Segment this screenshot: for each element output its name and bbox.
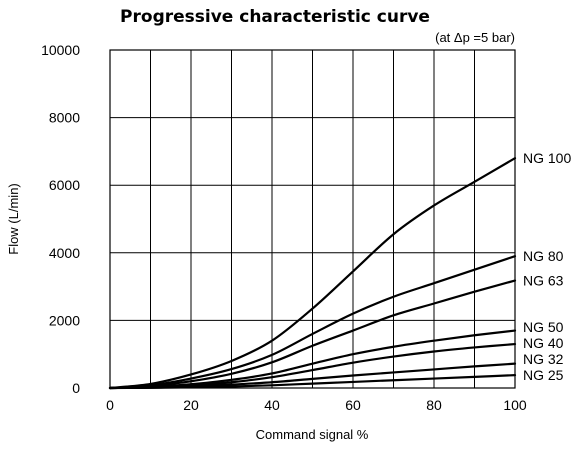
- plot-frame: [109, 49, 516, 389]
- y-axis-label: Flow (L/min): [6, 183, 21, 255]
- series-line: [108, 255, 517, 390]
- axis-ticks: 0 20 40 60 80 100 0 2000 4000 6000 8000 10000: [41, 42, 527, 413]
- x-axis-label: Command signal %: [256, 427, 369, 442]
- x-tick-label: 0: [106, 397, 114, 413]
- y-tick-label: 2000: [49, 312, 80, 328]
- y-tick-label: 6000: [49, 177, 80, 193]
- y-tick-label: 10000: [41, 42, 80, 58]
- x-tick-label: 100: [503, 397, 527, 413]
- x-tick-label: 80: [426, 397, 442, 413]
- series-curves: [108, 157, 517, 390]
- x-tick-label: 60: [345, 397, 361, 413]
- chart-title: Progressive characteristic curve: [120, 7, 430, 27]
- series-label: NG 25: [523, 367, 564, 383]
- series-line: [108, 157, 517, 390]
- series-label: NG 32: [523, 351, 564, 367]
- series-label: NG 40: [523, 335, 564, 351]
- x-tick-label: 40: [264, 397, 280, 413]
- series-label: NG 100: [523, 150, 571, 166]
- series-label: NG 50: [523, 319, 564, 335]
- y-tick-label: 4000: [49, 245, 80, 261]
- x-tick-label: 20: [183, 397, 199, 413]
- series-label: NG 63: [523, 273, 564, 289]
- y-tick-label: 8000: [49, 110, 80, 126]
- y-tick-label: 0: [72, 380, 80, 396]
- series-line: [108, 279, 517, 390]
- grid-lines: [110, 50, 515, 388]
- series-label: NG 80: [523, 248, 564, 264]
- chart-subtitle: (at Δp =5 bar): [435, 30, 515, 45]
